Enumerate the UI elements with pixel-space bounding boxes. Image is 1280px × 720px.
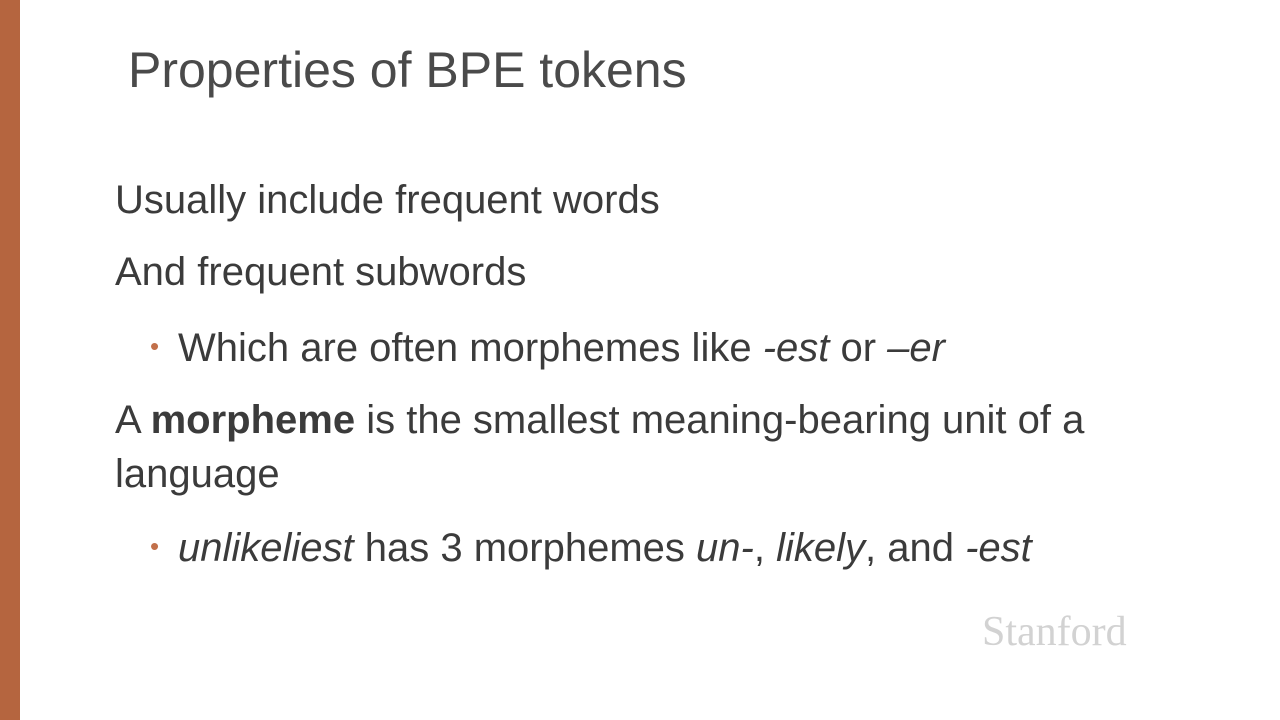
definition-prefix: A	[115, 398, 151, 442]
morpheme-likely: likely	[776, 526, 865, 570]
separator: , and	[865, 526, 966, 570]
accent-bar	[0, 0, 20, 720]
connector-text: or	[829, 326, 888, 370]
bullet-text: Which are often morphemes like	[178, 326, 763, 370]
example-text: has 3 morphemes	[353, 526, 697, 570]
definition-rest: is the smallest meaning-bearing unit of …	[355, 398, 1085, 442]
definition-line: A morpheme is the smallest meaning-beari…	[115, 394, 1084, 446]
suffix-er: –er	[887, 326, 945, 370]
body-line-frequent-subwords: And frequent subwords	[115, 250, 527, 294]
stanford-logo: Stanford	[982, 609, 1127, 655]
morpheme-est: -est	[965, 526, 1032, 570]
definition-term: morpheme	[150, 398, 356, 442]
bullet-morphemes-examples: • Which are often morphemes like -est or …	[150, 322, 945, 376]
bullet-icon: •	[150, 331, 160, 362]
slide-title: Properties of BPE tokens	[128, 42, 687, 98]
bullet-icon: •	[150, 531, 160, 562]
morpheme-un: un-	[696, 526, 754, 570]
bullet-unlikeliest-example: • unlikeliest has 3 morphemes un-, likely…	[150, 522, 1032, 576]
body-line-frequent-words: Usually include frequent words	[115, 178, 660, 222]
definition-continuation: language	[115, 452, 280, 496]
suffix-est: -est	[762, 326, 830, 370]
separator: ,	[753, 526, 777, 570]
example-word: unlikeliest	[178, 526, 354, 570]
